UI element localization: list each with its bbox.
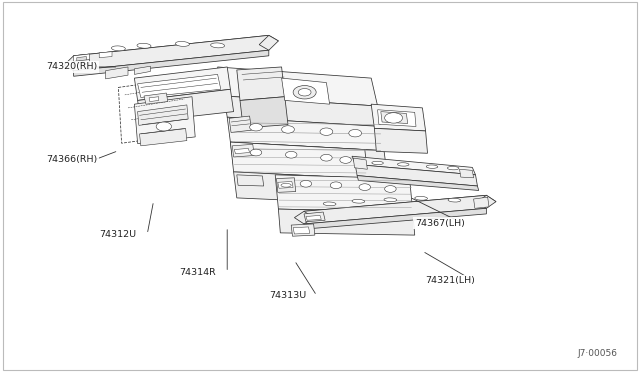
Ellipse shape [111,46,125,51]
Circle shape [298,89,311,96]
Ellipse shape [211,43,225,48]
Text: 74314R: 74314R [179,268,216,277]
Polygon shape [138,74,221,97]
Circle shape [156,122,172,131]
Ellipse shape [447,166,459,170]
Polygon shape [74,35,278,61]
Text: J7·00056: J7·00056 [578,349,618,358]
Polygon shape [138,89,234,122]
Polygon shape [276,178,296,192]
Polygon shape [224,96,381,126]
Polygon shape [237,67,285,100]
Polygon shape [232,144,254,157]
Circle shape [385,186,396,192]
Ellipse shape [281,183,291,187]
Polygon shape [64,56,83,71]
Polygon shape [304,195,496,218]
Circle shape [300,180,312,187]
Polygon shape [259,35,278,50]
Text: 74367(LH): 74367(LH) [415,219,465,228]
Text: 74320(RH): 74320(RH) [46,62,97,71]
Circle shape [330,182,342,189]
Circle shape [282,126,294,133]
Polygon shape [474,197,489,208]
Polygon shape [278,209,415,235]
Polygon shape [74,50,269,76]
Polygon shape [74,60,90,71]
Polygon shape [234,148,250,154]
Circle shape [385,113,403,123]
Polygon shape [294,211,314,224]
Polygon shape [352,156,476,175]
Circle shape [321,154,332,161]
Polygon shape [477,195,496,208]
Polygon shape [304,195,486,224]
Polygon shape [357,176,479,190]
Text: 74312U: 74312U [99,230,136,239]
Polygon shape [118,78,189,143]
Ellipse shape [323,202,336,206]
Polygon shape [374,128,428,153]
Polygon shape [460,169,474,178]
Ellipse shape [426,165,438,169]
Ellipse shape [137,43,151,48]
Polygon shape [144,93,168,104]
Polygon shape [355,164,477,186]
Polygon shape [227,117,384,151]
Text: 74321(LH): 74321(LH) [426,276,476,285]
Ellipse shape [175,41,189,46]
Polygon shape [237,175,264,186]
Polygon shape [230,142,387,175]
Text: 74366(RH): 74366(RH) [46,155,97,164]
Polygon shape [218,67,378,106]
Ellipse shape [415,196,428,200]
Polygon shape [293,227,310,234]
Ellipse shape [352,199,365,203]
Polygon shape [304,208,486,229]
Polygon shape [304,212,325,222]
Polygon shape [134,67,230,100]
Polygon shape [306,215,321,220]
Ellipse shape [384,198,397,202]
Polygon shape [282,78,330,104]
Polygon shape [353,158,367,169]
Polygon shape [106,67,128,79]
Polygon shape [378,110,416,126]
Polygon shape [99,52,112,58]
Polygon shape [240,97,288,128]
Polygon shape [381,112,408,124]
Ellipse shape [372,161,383,165]
Polygon shape [230,142,368,179]
Circle shape [250,149,262,156]
Polygon shape [229,116,252,132]
Polygon shape [77,57,86,64]
Ellipse shape [397,163,409,166]
Polygon shape [134,97,195,144]
Polygon shape [74,54,90,67]
Polygon shape [291,224,315,236]
Polygon shape [371,104,426,131]
Polygon shape [275,175,413,212]
Polygon shape [134,66,150,74]
Polygon shape [138,105,188,125]
Circle shape [250,124,262,131]
Polygon shape [234,172,371,204]
Circle shape [349,129,362,137]
Text: 74313U: 74313U [269,291,306,300]
Circle shape [340,157,351,163]
Polygon shape [140,128,187,146]
Polygon shape [149,97,159,102]
Polygon shape [74,35,269,71]
Ellipse shape [448,198,461,202]
Polygon shape [278,182,293,188]
Circle shape [285,151,297,158]
Circle shape [293,86,316,99]
Circle shape [320,128,333,135]
Circle shape [359,184,371,190]
